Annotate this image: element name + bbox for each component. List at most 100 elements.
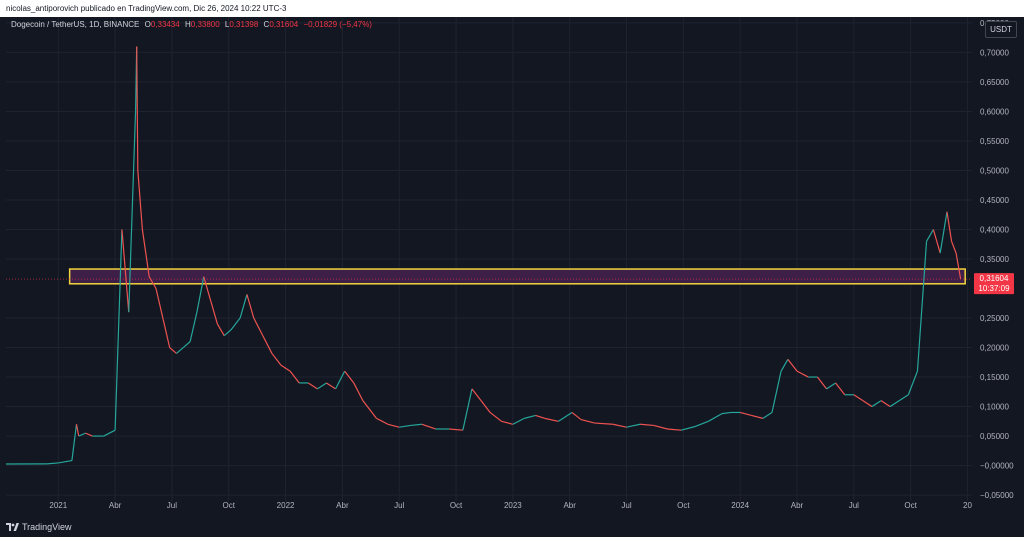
- x-tick-label: Oct: [223, 501, 236, 510]
- price-segment: [137, 170, 143, 230]
- price-segment: [939, 211, 948, 254]
- price-segment: [898, 394, 909, 402]
- open-label: O: [144, 20, 151, 29]
- price-segment: [196, 276, 205, 313]
- price-axis[interactable]: 0,750000,700000,650000,600000,550000,500…: [980, 19, 1014, 500]
- y-tick-label: 0,05000: [980, 432, 1009, 441]
- x-tick-label: Oct: [677, 501, 690, 510]
- price-segment: [916, 241, 928, 372]
- x-tick-label: Jul: [167, 501, 177, 510]
- price-segment: [148, 276, 157, 289]
- y-tick-label: 0,20000: [980, 344, 1009, 353]
- price-segment: [751, 414, 764, 419]
- price-segment: [626, 423, 641, 428]
- symbol-legend: Dogecoin / TetherUS, 1D, BINANCE O0,3343…: [11, 20, 372, 29]
- tradingview-brand[interactable]: TradingView: [6, 521, 72, 533]
- x-tick-label: Jul: [621, 501, 631, 510]
- low-label: L: [224, 20, 230, 29]
- publisher-bar: nicolas_antiporovich publicado en Tradin…: [0, 0, 1024, 17]
- price-segment: [816, 376, 828, 390]
- y-tick-label: 0,10000: [980, 403, 1009, 412]
- price-series-layer: [5, 46, 962, 465]
- x-tick-label: Jul: [849, 501, 859, 510]
- price-segment: [471, 388, 482, 402]
- price-segment: [71, 424, 78, 461]
- price-chart[interactable]: 0,750000,700000,650000,600000,550000,500…: [0, 17, 1024, 518]
- price-segment: [524, 414, 536, 419]
- price-segment: [387, 423, 400, 428]
- price-segment: [136, 46, 139, 171]
- support-zone-layer: [68, 268, 966, 285]
- y-tick-label: 0,50000: [980, 166, 1009, 175]
- price-segment: [262, 335, 273, 354]
- high-label: H: [184, 20, 191, 29]
- price-segment: [326, 382, 336, 390]
- price-segment: [835, 382, 846, 396]
- price-segment: [762, 411, 773, 419]
- price-segment: [955, 252, 962, 280]
- price-segment: [653, 424, 668, 430]
- time-axis[interactable]: 2021 Abr Jul Oct 2022 Abr Jul Oct 2023 Abr Jul Oct 2…: [49, 501, 972, 510]
- price-segment: [462, 388, 473, 431]
- price-segment: [230, 317, 241, 331]
- price-segment: [926, 229, 934, 242]
- price-segment: [871, 400, 882, 408]
- price-segment: [950, 241, 957, 254]
- y-tick-label: 0,70000: [980, 48, 1009, 57]
- price-segment: [501, 420, 514, 425]
- y-tick-label: −0,00000: [980, 462, 1014, 471]
- change-value: −0,01829 (−5,47%): [303, 20, 372, 29]
- y-tick-label: 0,60000: [980, 107, 1009, 116]
- price-segment: [169, 347, 177, 354]
- x-tick-label: Abr: [109, 501, 122, 510]
- x-tick-label: Jul: [394, 501, 404, 510]
- price-segment: [376, 417, 389, 425]
- currency-button[interactable]: USDT: [985, 21, 1017, 38]
- price-segment: [557, 411, 573, 422]
- price-segment: [740, 411, 752, 416]
- price-segment: [85, 432, 93, 437]
- price-segment: [907, 370, 919, 395]
- close-label: C: [263, 20, 270, 29]
- price-segment: [182, 341, 191, 348]
- price-segment: [141, 229, 150, 277]
- brand-name: TradingView: [22, 522, 72, 532]
- price-segment: [58, 459, 73, 464]
- price-segment: [399, 424, 411, 428]
- price-segment: [280, 364, 291, 372]
- chart-panel[interactable]: 0,750000,700000,650000,600000,550000,500…: [0, 17, 1024, 537]
- price-segment: [362, 400, 377, 419]
- countdown-text: 10:37:09: [978, 284, 1010, 293]
- price-segment: [853, 394, 864, 402]
- x-tick-label: 2023: [504, 501, 522, 510]
- price-segment: [594, 422, 613, 425]
- last-price-tag-bg: [974, 273, 1014, 295]
- y-tick-label: 0,45000: [980, 196, 1009, 205]
- y-tick-label: 0,40000: [980, 225, 1009, 234]
- price-segment: [640, 423, 654, 427]
- price-segment: [128, 111, 137, 313]
- price-segment: [946, 211, 953, 242]
- x-tick-label: Oct: [904, 501, 917, 510]
- price-segment: [75, 424, 80, 437]
- price-segment: [421, 423, 436, 430]
- x-tick-label: 2024: [731, 501, 749, 510]
- price-segment: [176, 347, 184, 354]
- y-tick-label: 0,35000: [980, 255, 1009, 264]
- price-segment: [489, 411, 502, 422]
- price-segment: [826, 382, 836, 390]
- price-segment: [246, 294, 255, 319]
- price-segment: [344, 370, 355, 384]
- price-segment: [121, 229, 130, 313]
- close-value: 0,31604: [269, 20, 299, 29]
- price-segment: [203, 276, 212, 301]
- price-segment: [787, 358, 798, 372]
- support-zone-rect: [68, 268, 966, 285]
- price-segment: [721, 411, 732, 415]
- price-segment: [667, 428, 682, 431]
- price-segment: [307, 382, 318, 390]
- price-segment: [780, 359, 789, 372]
- price-segment: [209, 300, 218, 325]
- tradingview-logo-icon: [6, 523, 19, 532]
